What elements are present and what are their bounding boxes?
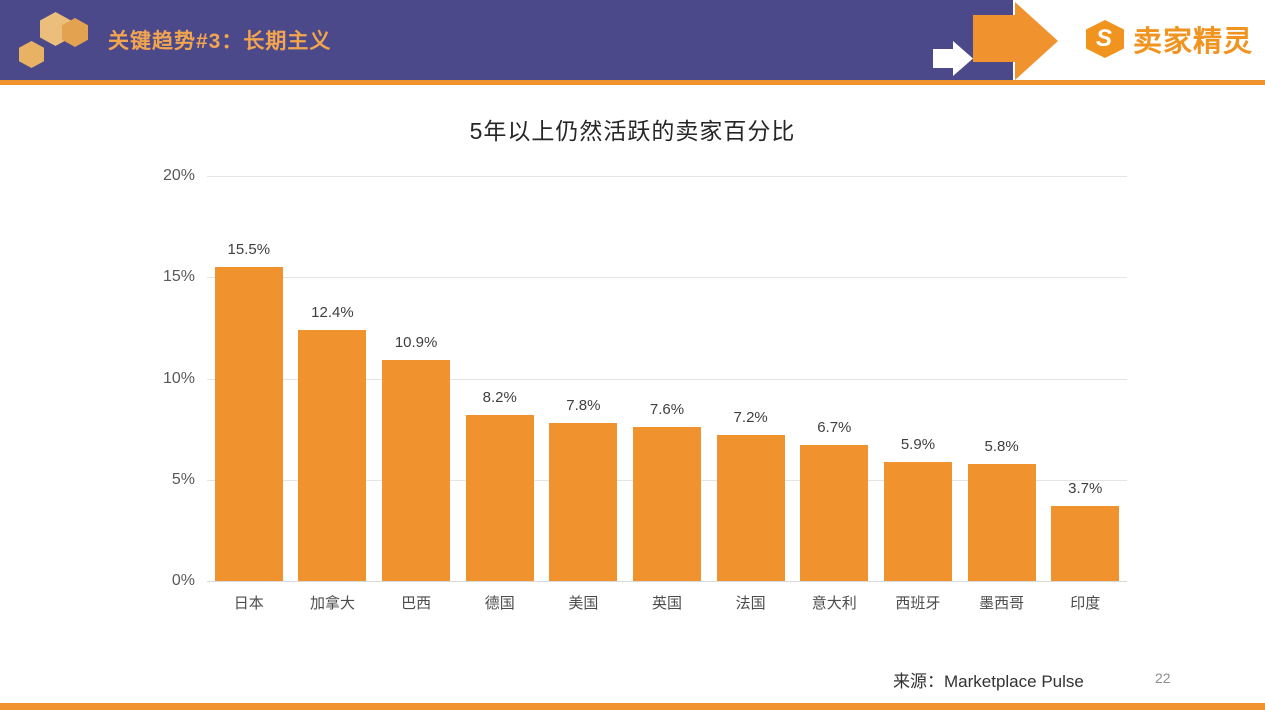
bar-value-label: 8.2% <box>482 388 517 406</box>
bar-slot: 5.8% 墨西哥 <box>960 176 1044 612</box>
y-axis-tick-label: 10% <box>162 369 195 387</box>
bar-chart: 20% 15% 10% 5% 0% 15.5% 日本 12.4% 加拿大 10.9% 巴西 8.2%… <box>163 168 1127 612</box>
y-axis-tick-label: 5% <box>171 470 195 488</box>
bar-slot: 7.8% 美国 <box>542 176 626 612</box>
gridline-0% <box>207 581 1127 582</box>
x-axis-category-label: 墨西哥 <box>979 595 1025 612</box>
hexagon-logo-icon <box>19 41 44 68</box>
bar-印度 <box>1051 506 1120 581</box>
bar-value-label: 5.9% <box>900 435 936 453</box>
source-caption: 来源：Marketplace Pulse <box>893 672 1084 691</box>
bar-value-label: 3.7% <box>1068 480 1103 498</box>
x-axis-category-label: 印度 <box>1070 595 1101 612</box>
x-axis-category-label: 英国 <box>652 595 683 612</box>
brand-hexagon-icon: S <box>1086 20 1124 58</box>
bars-container: 15.5% 日本 12.4% 加拿大 10.9% 巴西 8.2% 德国 7.8% 美国 7.6% 英国… <box>207 176 1127 612</box>
x-axis-category-label: 意大利 <box>811 595 857 612</box>
bar-美国 <box>549 423 618 581</box>
bar-日本 <box>214 267 283 581</box>
bar-slot: 10.9% 巴西 <box>374 176 458 612</box>
bar-slot: 3.7% 印度 <box>1043 176 1127 612</box>
x-axis-category-label: 西班牙 <box>895 595 941 612</box>
bar-加拿大 <box>298 329 367 581</box>
brand-initial: S <box>1095 25 1112 52</box>
x-axis-category-label: 美国 <box>568 595 599 612</box>
x-axis-category-label: 德国 <box>484 595 515 612</box>
bar-巴西 <box>382 360 451 581</box>
orange-arrow-icon <box>1015 2 1058 80</box>
bar-意大利 <box>800 445 869 581</box>
bar-slot: 12.4% 加拿大 <box>291 176 375 612</box>
bar-法国 <box>716 435 785 581</box>
bar-slot: 15.5% 日本 <box>207 176 291 612</box>
bar-value-label: 7.2% <box>733 409 768 427</box>
gridline-15% <box>207 277 1127 279</box>
bar-value-label: 5.8% <box>984 437 1019 455</box>
x-axis-category-label: 日本 <box>233 595 264 612</box>
bar-德国 <box>465 414 534 581</box>
header-divider <box>0 80 1265 85</box>
y-axis-tick-label: 15% <box>162 268 195 286</box>
bar-slot: 5.9% 西班牙 <box>876 176 960 612</box>
header-band: 关键趋势#3：长期主义 <box>0 0 1013 80</box>
x-axis-category-label: 巴西 <box>401 595 432 612</box>
bar-slot: 6.7% 意大利 <box>792 176 876 612</box>
bar-slot: 7.6% 英国 <box>625 176 709 612</box>
bar-英国 <box>633 427 702 581</box>
bar-西班牙 <box>883 461 952 581</box>
bar-value-label: 12.4% <box>311 303 354 321</box>
bar-墨西哥 <box>967 463 1036 581</box>
bar-value-label: 10.9% <box>394 334 438 352</box>
orange-arrow-icon <box>973 15 1016 62</box>
gridline-20% <box>207 176 1127 177</box>
hexagon-logo-icon <box>62 18 88 47</box>
page-number: 22 <box>1155 670 1171 686</box>
bar-value-label: 7.8% <box>566 397 601 415</box>
brand-logo: S 卖家精灵 <box>1086 20 1253 58</box>
slide-title: 关键趋势#3：长期主义 <box>108 30 332 53</box>
bar-slot: 7.2% 法国 <box>709 176 793 612</box>
y-axis-tick-label: 20% <box>162 167 195 184</box>
x-axis-category-label: 法国 <box>735 595 766 612</box>
chart-title: 5年以上仍然活跃的卖家百分比 <box>469 118 796 144</box>
white-arrow-icon <box>933 49 954 68</box>
footer-accent-bar <box>0 703 1265 710</box>
bar-value-label: 7.6% <box>649 401 685 419</box>
x-axis-category-label: 加拿大 <box>309 595 355 612</box>
brand-name: 卖家精灵 <box>1133 26 1254 58</box>
gridline-10% <box>207 378 1127 380</box>
bar-value-label: 6.7% <box>817 419 852 437</box>
y-axis-tick-label: 0% <box>171 572 195 589</box>
bar-slot: 8.2% 德国 <box>458 176 542 612</box>
bar-value-label: 15.5% <box>227 241 271 259</box>
